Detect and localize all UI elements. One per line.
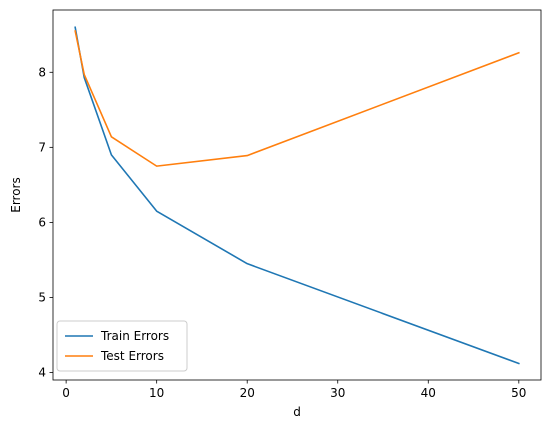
legend: Train Errors Test Errors <box>56 320 188 372</box>
y-tick-label: 4 <box>38 365 46 379</box>
y-axis-label: Errors <box>9 177 23 213</box>
y-tick-label: 7 <box>38 140 46 154</box>
legend-box <box>56 320 188 372</box>
x-tick-label: 10 <box>149 386 164 400</box>
x-tick-label: 50 <box>511 386 526 400</box>
x-axis-label: d <box>293 405 301 419</box>
plot-frame <box>52 9 542 381</box>
y-tick-label: 8 <box>38 65 46 79</box>
x-tick-label: 0 <box>62 386 70 400</box>
y-tick-label: 6 <box>38 215 46 229</box>
y-axis-ticks: 4 5 6 7 8 <box>38 65 53 379</box>
y-tick-label: 5 <box>38 290 46 304</box>
legend-label: Train Errors <box>100 329 169 343</box>
series-layer <box>74 26 520 365</box>
x-axis-ticks: 0 10 20 30 40 50 <box>62 380 526 400</box>
x-tick-label: 30 <box>330 386 345 400</box>
x-tick-label: 20 <box>240 386 255 400</box>
x-tick-label: 40 <box>421 386 436 400</box>
legend-label: Test Errors <box>100 349 164 363</box>
series-line-test-errors <box>74 30 520 167</box>
